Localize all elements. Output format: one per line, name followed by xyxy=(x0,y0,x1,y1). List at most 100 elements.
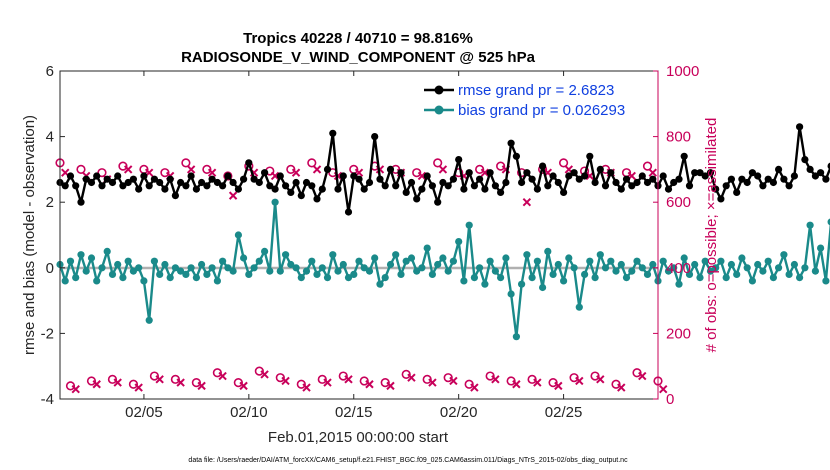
obs-assimilated-stroke xyxy=(207,168,217,177)
bias-point xyxy=(685,270,694,278)
rmse-point xyxy=(769,178,778,187)
rmse-point xyxy=(643,178,652,187)
obs-possible-marker xyxy=(485,371,495,381)
obs-assimilated-marker xyxy=(365,380,374,389)
y-axis-label: rmse and bias (model - observation) xyxy=(21,115,38,355)
bias-point xyxy=(182,270,190,278)
bias-point xyxy=(560,277,568,285)
obs-assimilated-stroke xyxy=(470,383,479,392)
bias-point xyxy=(617,260,625,269)
rmse-point xyxy=(691,169,699,177)
obs-possible-marker xyxy=(632,368,642,378)
bias-point xyxy=(402,257,410,265)
rmse-point xyxy=(560,188,568,196)
rmse-point xyxy=(323,165,332,173)
rmse-point xyxy=(114,172,122,180)
rmse-point xyxy=(339,172,347,180)
rmse-point xyxy=(796,123,804,131)
obs-assimilated-marker xyxy=(155,375,164,384)
rmse-point xyxy=(497,188,505,196)
obs-assimilated-marker xyxy=(92,380,101,389)
rmse-point xyxy=(124,178,132,187)
rmse-point xyxy=(444,182,452,190)
obs-assimilated-marker xyxy=(522,197,532,207)
rmse-point xyxy=(297,192,305,200)
rmse-point xyxy=(759,182,767,190)
rmse-point xyxy=(612,178,620,187)
obs-assimilated-marker xyxy=(512,380,521,389)
rmse-point xyxy=(738,175,746,183)
obs-possible-marker xyxy=(118,161,128,171)
bias-point xyxy=(581,270,589,278)
obs-possible-marker xyxy=(223,171,233,181)
bias-point xyxy=(507,290,515,298)
rmse-point xyxy=(150,175,158,183)
obs-possible-marker xyxy=(359,376,369,386)
obs-assimilated-stroke xyxy=(92,380,101,389)
rmse-point xyxy=(428,182,436,190)
obs-assimilated-marker xyxy=(207,168,217,177)
bias-point xyxy=(811,267,820,275)
bias-point xyxy=(72,274,80,282)
obs-assimilated-marker xyxy=(428,378,437,387)
rmse-point xyxy=(790,172,799,180)
bias-point xyxy=(213,277,221,285)
bias-point xyxy=(360,264,368,272)
bias-point xyxy=(801,264,809,272)
rmse-point xyxy=(313,195,321,203)
obs-assimilated-marker xyxy=(71,384,80,394)
bias-point xyxy=(754,260,762,269)
bias-point xyxy=(518,280,526,288)
rmse-point xyxy=(171,192,179,200)
rmse-point xyxy=(192,185,200,193)
bias-point xyxy=(187,264,195,272)
bias-point xyxy=(633,257,641,265)
obs-possible-marker xyxy=(433,158,443,168)
bias-point xyxy=(392,251,400,259)
rmse-point xyxy=(743,178,751,187)
rmse-point xyxy=(292,178,300,187)
rmse-point xyxy=(607,169,615,177)
bias-point xyxy=(701,257,709,265)
rmse-point xyxy=(549,172,557,180)
obs-assimilated-stroke xyxy=(176,378,185,387)
obs-assimilated-marker xyxy=(648,168,657,177)
rmse-point xyxy=(224,172,232,180)
obs-assimilated-stroke xyxy=(239,381,248,391)
rmse-point xyxy=(234,185,242,193)
y-tick-label: 4 xyxy=(46,129,54,146)
bias-point xyxy=(628,267,636,275)
obs-possible-marker xyxy=(527,374,537,384)
rmse-point xyxy=(82,175,90,183)
obs-possible-marker xyxy=(107,374,118,384)
obs-assimilated-marker xyxy=(491,375,500,384)
rmse-point xyxy=(66,172,75,180)
rmse-point xyxy=(476,175,484,183)
y-tick-label: -4 xyxy=(41,391,54,408)
bias-point xyxy=(491,267,499,275)
bias-point xyxy=(413,267,421,275)
rmse-point xyxy=(512,152,521,160)
bias-point xyxy=(612,267,620,275)
obs-assimilated-stroke xyxy=(134,383,143,392)
rmse-point xyxy=(72,182,80,190)
obs-possible-marker xyxy=(128,379,139,389)
obs-assimilated-marker xyxy=(554,381,563,391)
obs-assimilated-marker xyxy=(596,375,605,384)
obs-assimilated-marker xyxy=(239,381,248,391)
x-tick-label: 02/05 xyxy=(125,404,163,421)
bias-point xyxy=(313,270,321,278)
bias-point xyxy=(486,257,494,265)
rmse-point xyxy=(261,169,269,177)
bias-point xyxy=(649,260,657,269)
legend-label-bias: bias grand pr = 0.026293 xyxy=(458,102,625,119)
obs-assimilated-marker xyxy=(470,383,479,392)
rmse-point xyxy=(827,162,830,170)
bias-point xyxy=(675,280,683,288)
bias-point xyxy=(528,274,536,282)
y-tick-label: 0 xyxy=(46,260,54,277)
bias-point xyxy=(460,277,468,285)
rmse-point xyxy=(544,182,552,190)
bias-point xyxy=(570,264,578,272)
